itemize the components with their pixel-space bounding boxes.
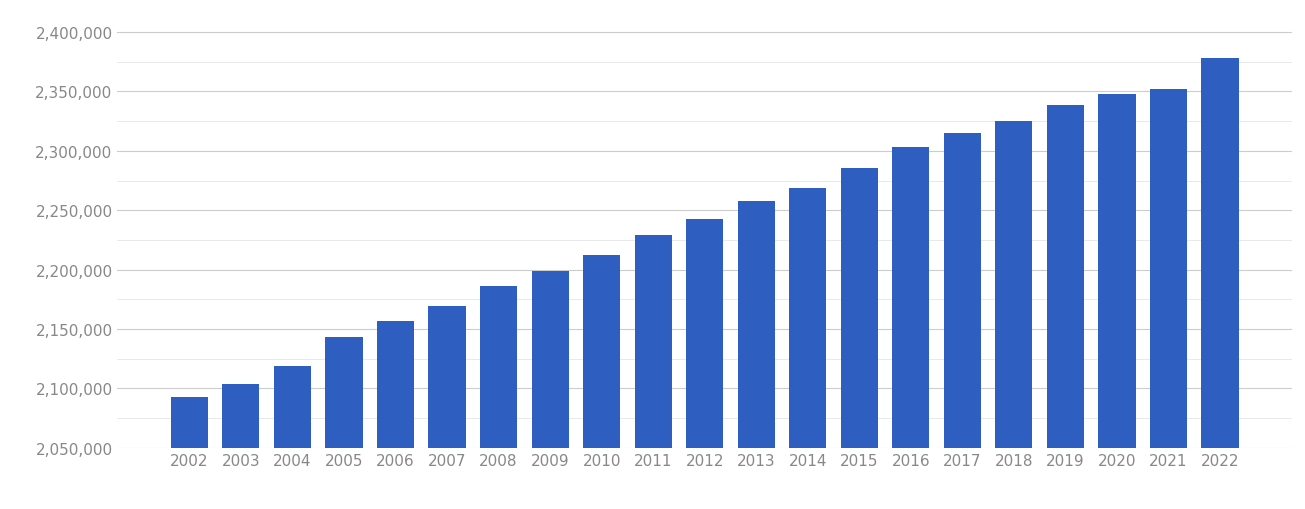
Bar [840, 168, 878, 448]
Bar [893, 148, 929, 448]
Bar [944, 134, 981, 448]
Bar [531, 271, 569, 448]
Bar [790, 188, 826, 448]
Bar [377, 321, 414, 448]
Bar [996, 122, 1032, 448]
Bar [1150, 90, 1188, 448]
Bar [1047, 105, 1084, 448]
Bar [1099, 95, 1135, 448]
Bar [480, 287, 517, 448]
Bar [634, 236, 672, 448]
Bar [325, 337, 363, 448]
Bar [737, 202, 775, 448]
Bar [583, 256, 620, 448]
Bar [274, 366, 311, 448]
Bar [171, 397, 207, 448]
Bar [686, 219, 723, 448]
Bar [428, 307, 466, 448]
Bar [1202, 59, 1238, 448]
Bar [222, 384, 260, 448]
